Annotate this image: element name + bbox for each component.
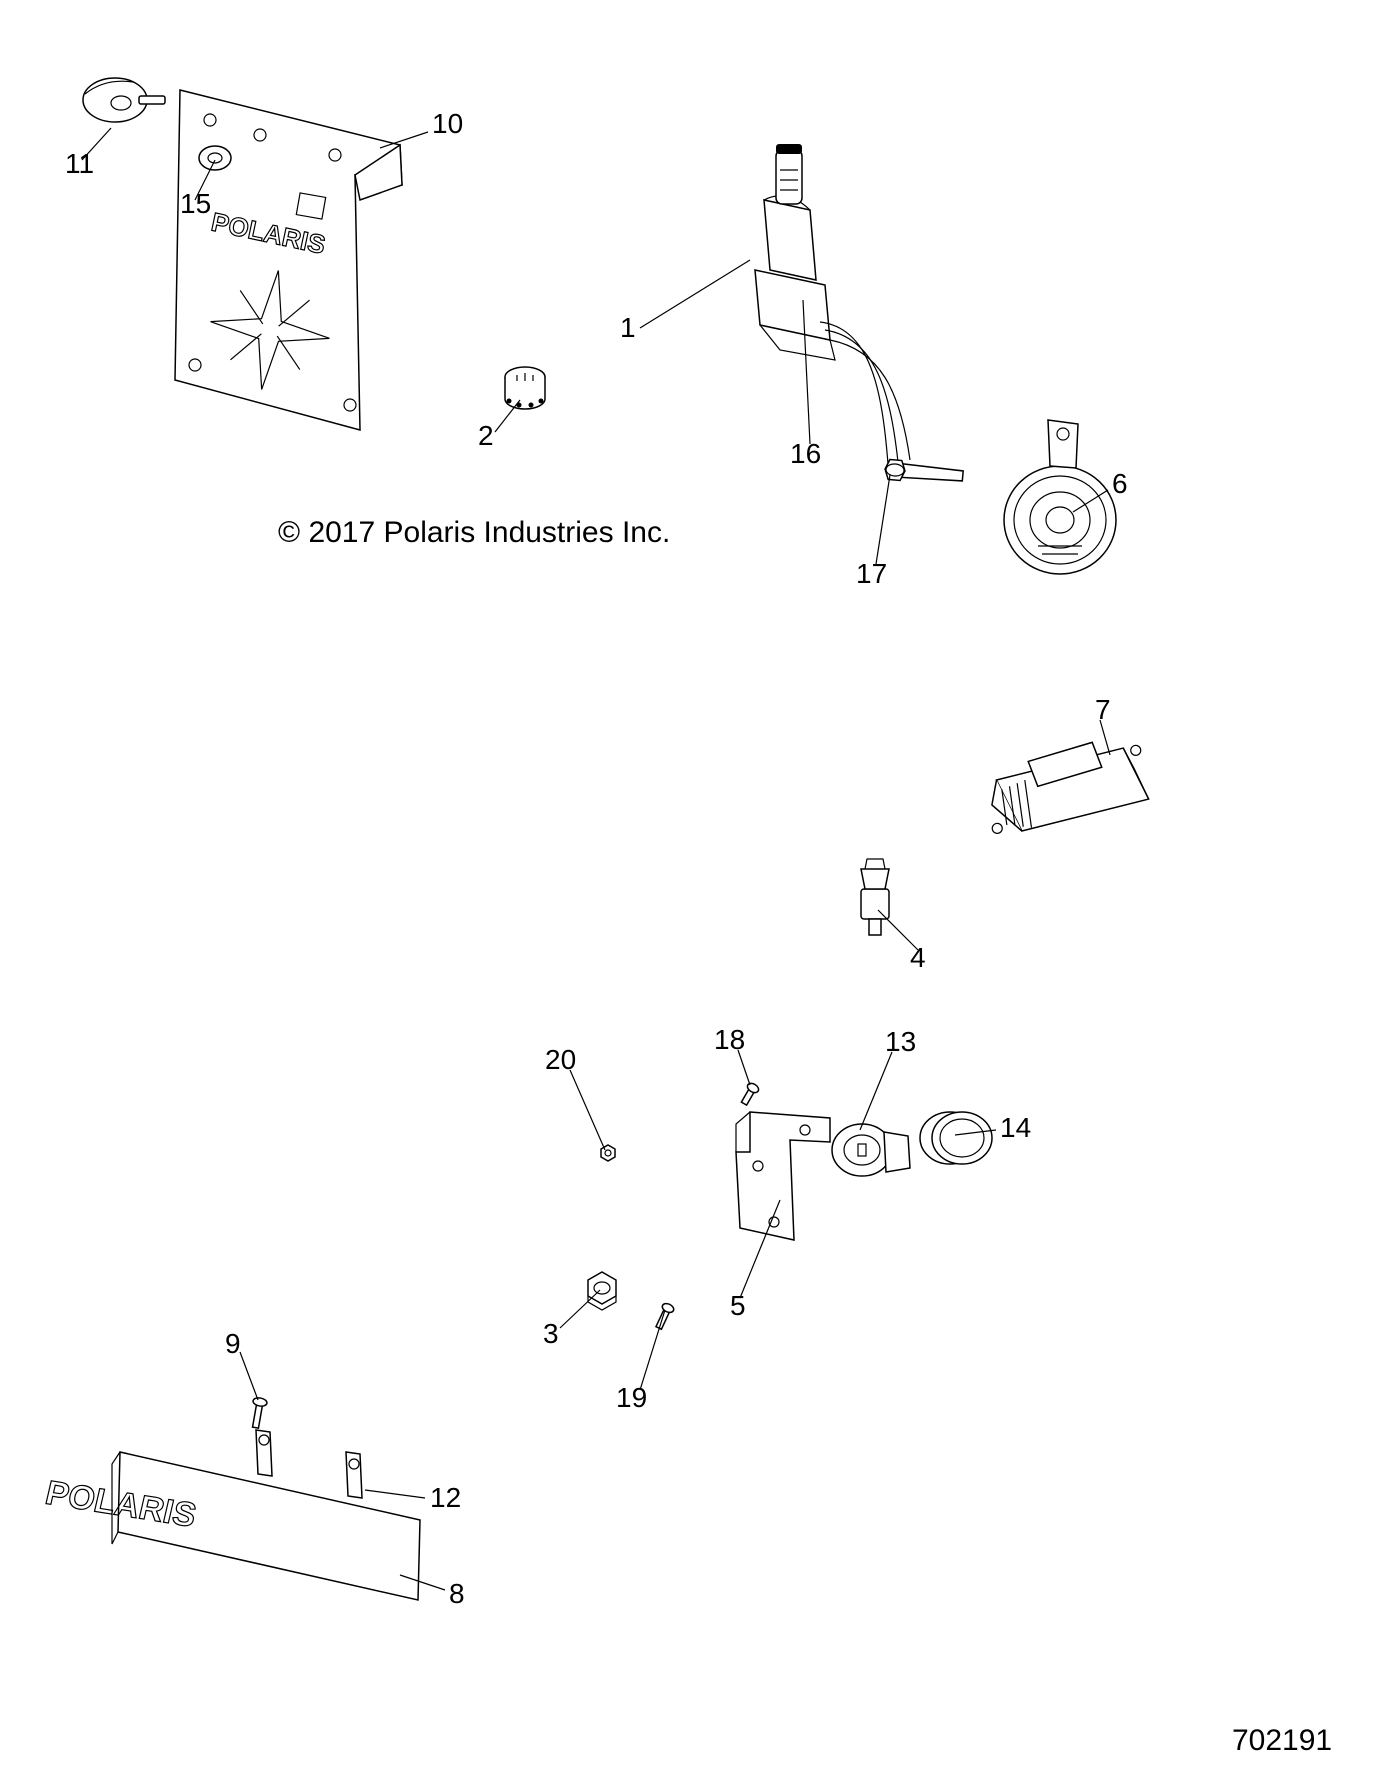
part-stalk-switch (755, 144, 910, 464)
part-cover-plate-upper: POLARIS (175, 90, 402, 430)
part-screw-small-18 (739, 1082, 760, 1107)
callout-1: 1 (620, 312, 636, 344)
part-washer (199, 146, 231, 170)
part-plate-bracket-lower: POLARIS (42, 1430, 420, 1600)
callout-13: 13 (885, 1026, 916, 1058)
callout-17: 17 (856, 558, 887, 590)
part-screw-9 (249, 1397, 268, 1429)
callout-12: 12 (430, 1482, 461, 1514)
part-bolt-horn (884, 459, 963, 486)
part-bracket (736, 1112, 830, 1240)
callout-2: 2 (478, 420, 494, 452)
exploded-diagram-svg: POLARIS (0, 0, 1386, 1782)
part-horn (1004, 420, 1116, 574)
callout-14: 14 (1000, 1112, 1031, 1144)
callout-18: 18 (714, 1024, 745, 1056)
callout-10: 10 (432, 108, 463, 140)
part-small-nut (601, 1145, 615, 1161)
drawing-number: 702191 (1232, 1724, 1332, 1758)
callout-4: 4 (910, 942, 926, 974)
copyright-text: © 2017 Polaris Industries Inc. (278, 516, 670, 550)
part-screw-19 (653, 1302, 675, 1331)
part-control-module (982, 736, 1150, 835)
part-hex-nut (588, 1272, 616, 1310)
part-knob-ring (920, 1112, 992, 1164)
callout-9: 9 (225, 1328, 241, 1360)
callout-15: 15 (180, 188, 211, 220)
callout-3: 3 (543, 1318, 559, 1350)
diagram-stage: POLARIS (0, 0, 1386, 1782)
callout-19: 19 (616, 1382, 647, 1414)
callout-16: 16 (790, 438, 821, 470)
callout-20: 20 (545, 1044, 576, 1076)
callout-6: 6 (1112, 468, 1128, 500)
part-key (83, 78, 165, 122)
callout-7: 7 (1095, 694, 1111, 726)
part-sensor (861, 859, 889, 935)
part-switch-body (832, 1124, 910, 1176)
callout-5: 5 (730, 1290, 746, 1322)
part-ignition-switch (505, 367, 545, 409)
callout-11: 11 (65, 148, 94, 180)
callout-8: 8 (449, 1578, 465, 1610)
